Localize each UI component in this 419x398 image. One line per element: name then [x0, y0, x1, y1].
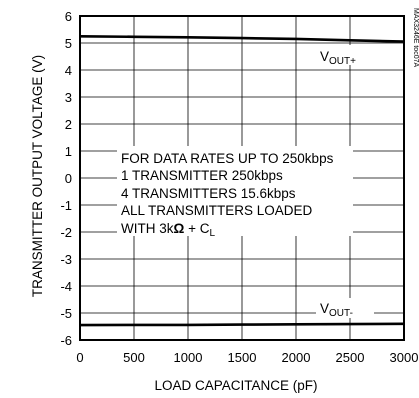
y-tick-label: -3 — [60, 252, 72, 267]
y-tick-label: -2 — [60, 225, 72, 240]
vout-minus-line — [79, 322, 405, 327]
x-axis-title: LOAD CAPACITANCE (pF) — [154, 378, 317, 393]
x-tick-labels: 0 500 1000 1500 2000 2500 3000 — [76, 350, 418, 365]
annotation-line-5: WITH 3kΩ + CL — [121, 221, 215, 239]
y-tick-label: 3 — [65, 90, 72, 105]
y-tick-label: 6 — [65, 9, 72, 24]
cl-subscript: L — [209, 228, 215, 239]
y-tick-label: 4 — [65, 63, 72, 78]
annotation-background — [117, 146, 353, 236]
x-tick-label: 500 — [123, 350, 145, 365]
vout-minus-label: VOUT- — [320, 301, 353, 319]
y-tick-label: -1 — [60, 198, 72, 213]
y-tick-label: -4 — [60, 279, 72, 294]
x-tick-label: 0 — [76, 350, 83, 365]
x-tick-label: 2500 — [336, 350, 365, 365]
vout-plus-line — [79, 35, 405, 43]
y-tick-label: -5 — [60, 306, 72, 321]
annotation-line-1: FOR DATA RATES UP TO 250kbps — [121, 151, 334, 166]
annotation-line-3: 4 TRANSMITTERS 15.6kbps — [121, 186, 296, 201]
x-tick-label: 3000 — [390, 350, 419, 365]
x-tick-label: 1500 — [228, 350, 257, 365]
y-tick-label: -6 — [60, 333, 72, 348]
plot-lines — [79, 35, 405, 327]
y-axis-title: TRANSMITTER OUTPUT VOLTAGE (V) — [30, 55, 45, 297]
y-tick-label: 5 — [65, 36, 72, 51]
y-tick-label: 1 — [65, 144, 72, 159]
annotation-line-2: 1 TRANSMITTER 250kbps — [121, 168, 283, 183]
y-tick-labels: 6 5 4 3 2 1 0 -1 -2 -3 -4 -5 -6 — [60, 9, 72, 348]
y-tick-label: 2 — [65, 117, 72, 132]
vout-plus-label-background — [316, 45, 376, 65]
x-tick-label: 2000 — [282, 350, 311, 365]
vout-minus-label-background — [316, 298, 374, 318]
x-tick-label: 1000 — [174, 350, 203, 365]
omega-symbol: Ω — [174, 221, 185, 236]
vout-plus-label: VOUT+ — [320, 49, 356, 67]
annotation-line-4: ALL TRANSMITTERS LOADED — [121, 203, 313, 218]
watermark: MAX3246E toc07A — [412, 8, 419, 67]
plot-frame — [79, 15, 405, 341]
y-tick-label: 0 — [65, 171, 72, 186]
